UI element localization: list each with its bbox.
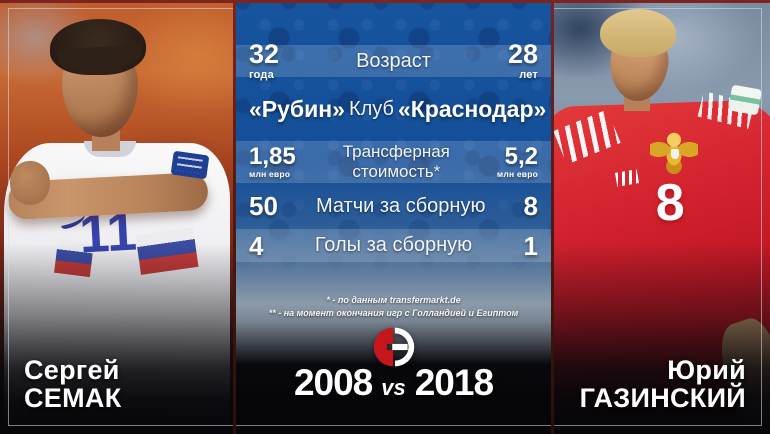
goals-left-value: 4 bbox=[249, 230, 264, 261]
goals-right-value: 1 bbox=[523, 230, 538, 261]
club-left-value: «Рубин» bbox=[249, 95, 345, 122]
player-name-right: Юрий ГАЗИНСКИЙ bbox=[580, 356, 746, 412]
transfer-right-unit: млн евро bbox=[496, 168, 538, 179]
stat-row-club: «Рубин» Клуб «Краснодар» bbox=[236, 84, 551, 134]
age-left-unit: года bbox=[249, 68, 274, 81]
top-accent-line bbox=[0, 0, 770, 3]
caps-left-value: 50 bbox=[249, 191, 278, 221]
age-label: Возраст bbox=[356, 49, 431, 72]
footnote-moment: ** - на момент окончания игр с Голландие… bbox=[268, 308, 519, 318]
player-fist bbox=[10, 161, 50, 205]
stat-row-caps: 50 Матчи за сборную 8 bbox=[236, 183, 551, 229]
last-name-right: ГАЗИНСКИЙ bbox=[579, 383, 746, 413]
transfer-right: 5,2 млн евро bbox=[496, 142, 538, 179]
last-name-left: СЕМАК bbox=[24, 383, 122, 413]
transfer-right-value: 5,2 bbox=[504, 142, 538, 170]
transfer-left-unit: млн евро bbox=[249, 168, 291, 179]
age-left-value: 32 bbox=[249, 38, 280, 69]
transfer-label: Трансферная стоимость* bbox=[342, 142, 450, 181]
first-name-right: Юрий bbox=[667, 355, 746, 385]
year-left: 2008 bbox=[293, 362, 373, 403]
years-line: 2008 vs 2018 bbox=[236, 364, 551, 401]
transfer-left-value: 1,85 bbox=[249, 142, 296, 170]
vs-label: vs bbox=[381, 375, 406, 400]
floral-pattern bbox=[236, 0, 551, 296]
sport-express-logo-icon bbox=[373, 327, 414, 367]
first-name-left: Сергей bbox=[24, 355, 120, 385]
comparison-panel: 32 года Возраст 28 лет «Рубин» Клуб «Кра… bbox=[236, 0, 551, 434]
stat-row-goals: 4 Голы за сборную 1 bbox=[236, 229, 551, 262]
divider-right bbox=[551, 0, 554, 434]
caps-right-value: 8 bbox=[523, 191, 538, 221]
age-left: 32 года bbox=[249, 38, 280, 81]
player-hair bbox=[600, 9, 676, 57]
player-name-left: Сергей СЕМАК bbox=[24, 356, 121, 412]
divider-left bbox=[233, 0, 236, 434]
stat-row-transfer-value: 1,85 млн евро Трансферная стоимость* 5,2… bbox=[236, 141, 551, 183]
age-right: 28 лет bbox=[507, 38, 538, 81]
footnotes: * - по данным transfermarkt.de ** - на м… bbox=[236, 294, 551, 320]
club-right-value: «Краснодар» bbox=[397, 95, 547, 122]
transfer-left: 1,85 млн евро bbox=[249, 142, 296, 179]
crest-shield bbox=[671, 149, 679, 159]
age-right-value: 28 bbox=[507, 38, 538, 69]
caps-label: Матчи за сборную bbox=[315, 194, 486, 217]
age-right-unit: лет bbox=[519, 68, 538, 81]
club-label: Клуб bbox=[348, 97, 394, 120]
year-right: 2018 bbox=[414, 362, 494, 403]
goals-label: Голы за сборную bbox=[314, 234, 473, 256]
stat-row-age: 32 года Возраст 28 лет bbox=[236, 40, 551, 81]
footnote-transfermarkt: * - по данным transfermarkt.de bbox=[326, 295, 461, 305]
